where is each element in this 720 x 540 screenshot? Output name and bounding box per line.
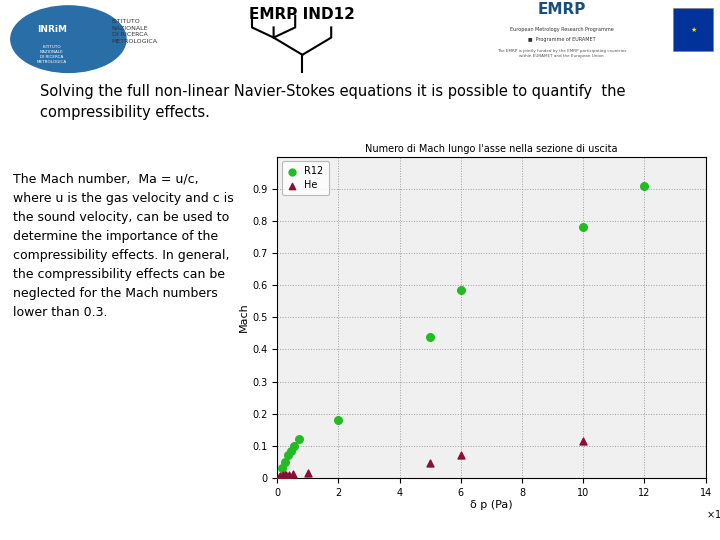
R12	[293, 435, 305, 444]
He	[276, 471, 287, 480]
He	[274, 472, 286, 481]
Text: compressibility effects.: compressibility effects.	[40, 105, 210, 120]
Ellipse shape	[11, 6, 126, 72]
Text: Metrologia del vuoto negli ambienti industriali – Torino - 27 giugno 2013: Metrologia del vuoto negli ambienti indu…	[15, 512, 417, 522]
R12	[333, 416, 344, 424]
Text: $\times 10^4$: $\times 10^4$	[706, 507, 720, 521]
Y-axis label: Mach: Mach	[239, 302, 249, 332]
R12	[639, 181, 650, 190]
Text: The EMRP is jointly funded by the EMRP participating countries
within EURAMET an: The EMRP is jointly funded by the EMRP p…	[497, 49, 626, 58]
Text: The Mach number,  Ma = u/c,
where u is the gas velocity and c is
the sound veloc: The Mach number, Ma = u/c, where u is th…	[13, 173, 234, 319]
He	[425, 459, 436, 468]
He	[302, 469, 314, 477]
He	[287, 470, 298, 478]
He	[284, 470, 295, 479]
Legend: R12, He: R12, He	[282, 161, 328, 195]
X-axis label: δ p (Pa): δ p (Pa)	[470, 501, 513, 510]
He	[577, 437, 589, 445]
R12	[276, 464, 287, 472]
R12	[577, 223, 589, 232]
Text: ★: ★	[690, 27, 696, 33]
He	[455, 451, 467, 460]
FancyBboxPatch shape	[673, 8, 713, 51]
Text: EMRP IND12: EMRP IND12	[249, 6, 356, 22]
R12	[425, 332, 436, 341]
He	[281, 470, 292, 479]
R12	[288, 442, 300, 450]
Text: Solving the full non-linear Navier-Stokes equations it is possible to quantify  : Solving the full non-linear Navier-Stoke…	[40, 84, 625, 99]
Text: INRiM: INRiM	[37, 25, 67, 34]
R12	[285, 446, 297, 455]
R12	[455, 286, 467, 294]
He	[278, 470, 289, 479]
Title: Numero di Mach lungo l'asse nella sezione di uscita: Numero di Mach lungo l'asse nella sezion…	[365, 144, 618, 154]
He	[273, 473, 284, 482]
Text: European Metrology Research Programme: European Metrology Research Programme	[510, 28, 613, 32]
Text: EMRP: EMRP	[537, 2, 586, 17]
Text: ISTITUTO
NAZIONALE
DI RICERCA
METROLOGICA: ISTITUTO NAZIONALE DI RICERCA METROLOGIC…	[112, 19, 158, 44]
R12	[279, 457, 291, 466]
Text: ■  Programme of EURAMET: ■ Programme of EURAMET	[528, 37, 595, 43]
Text: ISTITUTO
NAZIONALE
DI RICERCA
METROLOGICA: ISTITUTO NAZIONALE DI RICERCA METROLOGIC…	[37, 45, 67, 64]
He	[279, 470, 291, 479]
R12	[282, 451, 294, 460]
